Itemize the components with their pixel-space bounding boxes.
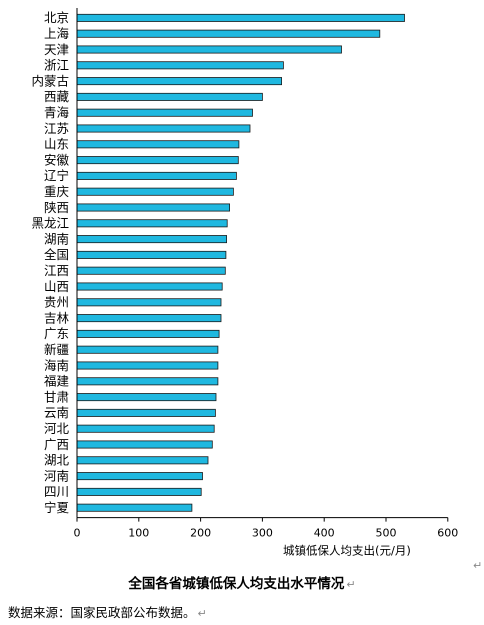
bar-chart: 北京上海天津浙江内蒙古西藏青海江苏山东安徽辽宁重庆陕西黑龙江湖南全国江西山西贵州… bbox=[31, 8, 458, 558]
category-label: 河南 bbox=[44, 468, 69, 483]
figure-source: 数据来源：国家民政部公布数据。 ↵ bbox=[8, 602, 207, 621]
bar bbox=[76, 77, 283, 86]
bar bbox=[76, 266, 226, 275]
category-label: 青海 bbox=[44, 105, 70, 120]
bar bbox=[76, 282, 223, 291]
bar bbox=[76, 298, 222, 307]
category-label: 内蒙古 bbox=[31, 73, 69, 88]
category-label: 湖北 bbox=[44, 453, 70, 468]
bar bbox=[76, 377, 219, 386]
x-axis-ticks: 0 100 200 300 400 500 600 bbox=[74, 517, 458, 540]
bar bbox=[76, 235, 228, 244]
bar bbox=[76, 108, 253, 117]
category-label: 海南 bbox=[44, 358, 69, 373]
category-label: 福建 bbox=[44, 374, 70, 389]
bar bbox=[76, 250, 227, 259]
bars-group bbox=[76, 13, 405, 512]
category-label: 江西 bbox=[44, 263, 69, 278]
x-tick-label: 600 bbox=[437, 527, 458, 540]
bar bbox=[76, 61, 284, 70]
x-tick-label: 500 bbox=[376, 527, 397, 540]
x-tick-label: 0 bbox=[74, 527, 81, 540]
category-label: 吉林 bbox=[44, 310, 70, 325]
category-label: 山西 bbox=[44, 279, 69, 294]
category-label: 山东 bbox=[44, 137, 69, 152]
category-label: 四川 bbox=[44, 484, 69, 499]
figure-source-text: 数据来源：国家民政部公布数据。 bbox=[8, 605, 196, 620]
category-label: 安徽 bbox=[44, 152, 70, 167]
category-label: 北京 bbox=[44, 10, 69, 25]
bar bbox=[76, 203, 231, 212]
category-label: 宁夏 bbox=[44, 500, 70, 515]
bar bbox=[76, 92, 263, 101]
bar bbox=[76, 329, 220, 338]
paragraph-mark-icon: ↵ bbox=[346, 578, 356, 591]
bar bbox=[76, 187, 234, 196]
figure-title: 全国各省城镇低保人均支出水平情况 ↵ bbox=[0, 572, 484, 592]
category-label: 浙江 bbox=[44, 58, 69, 73]
bar bbox=[76, 29, 381, 38]
category-label: 天津 bbox=[44, 42, 69, 57]
x-tick-label: 400 bbox=[314, 527, 335, 540]
bar bbox=[76, 140, 240, 149]
bar bbox=[76, 361, 219, 370]
category-label: 黑龙江 bbox=[31, 216, 69, 231]
bar bbox=[76, 393, 217, 402]
category-label: 江苏 bbox=[44, 121, 69, 136]
bar bbox=[76, 503, 193, 512]
bar bbox=[76, 45, 342, 54]
category-label: 辽宁 bbox=[44, 168, 69, 183]
category-label: 甘肃 bbox=[44, 389, 69, 404]
category-labels: 北京上海天津浙江内蒙古西藏青海江苏山东安徽辽宁重庆陕西黑龙江湖南全国江西山西贵州… bbox=[31, 10, 69, 515]
x-tick-label: 100 bbox=[128, 527, 149, 540]
x-tick-label: 200 bbox=[190, 527, 211, 540]
bar bbox=[76, 124, 251, 133]
bar bbox=[76, 408, 216, 417]
bar bbox=[76, 314, 222, 323]
category-label: 河北 bbox=[44, 421, 70, 436]
category-label: 贵州 bbox=[44, 295, 69, 310]
bar bbox=[76, 440, 213, 449]
category-label: 新疆 bbox=[44, 342, 69, 357]
category-label: 广东 bbox=[44, 326, 69, 341]
bar bbox=[76, 156, 239, 165]
bar bbox=[76, 171, 237, 180]
x-tick-label: 300 bbox=[252, 527, 273, 540]
category-label: 云南 bbox=[44, 405, 69, 420]
x-axis-label: 城镇低保人均支出(元/月) bbox=[283, 544, 411, 558]
category-label: 陕西 bbox=[44, 200, 69, 215]
category-label: 广西 bbox=[44, 437, 69, 452]
bar bbox=[76, 345, 219, 354]
bar bbox=[76, 424, 215, 433]
bar bbox=[76, 456, 209, 465]
bar bbox=[76, 487, 202, 496]
category-label: 湖南 bbox=[44, 231, 69, 246]
bar bbox=[76, 472, 203, 481]
category-label: 西藏 bbox=[44, 89, 70, 104]
category-label: 重庆 bbox=[44, 184, 70, 199]
paragraph-mark-icon: ↵ bbox=[197, 607, 207, 620]
paragraph-mark-icon: ↵ bbox=[473, 559, 483, 572]
category-label: 上海 bbox=[44, 26, 70, 41]
bar bbox=[76, 219, 228, 228]
figure-title-text: 全国各省城镇低保人均支出水平情况 bbox=[128, 576, 345, 592]
bar bbox=[76, 13, 405, 22]
category-label: 全国 bbox=[44, 247, 69, 262]
